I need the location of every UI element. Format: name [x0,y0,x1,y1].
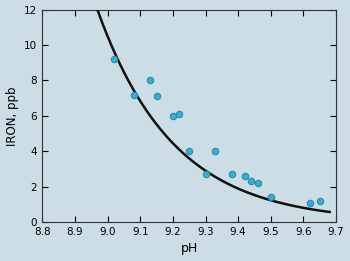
Point [131,92,136,97]
Point [242,174,247,178]
X-axis label: pH: pH [181,242,198,256]
Point [212,149,218,153]
Point [154,94,159,98]
Point [170,114,176,118]
Point [111,57,117,61]
Point [177,112,182,116]
Point [268,195,274,199]
Point [229,172,234,176]
Point [255,181,260,185]
Point [187,149,192,153]
Y-axis label: IRON, ppb: IRON, ppb [6,86,19,146]
Point [248,179,254,183]
Point [307,200,313,205]
Point [317,199,323,203]
Point [203,172,208,176]
Point [147,78,153,82]
